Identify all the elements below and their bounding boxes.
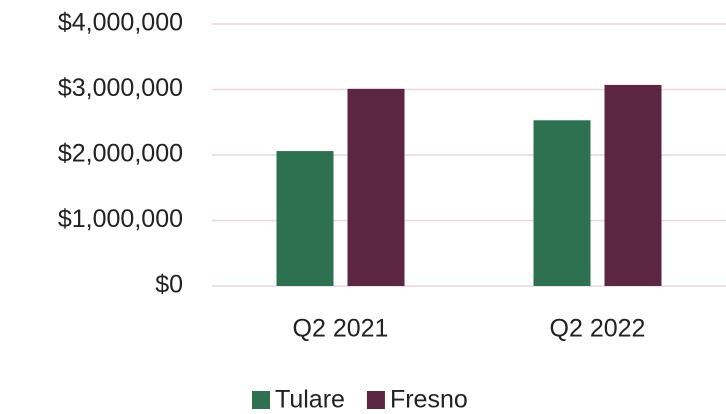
- legend-swatch: [366, 391, 385, 409]
- x-tick-label: Q2 2022: [550, 315, 646, 343]
- y-tick-label: $0: [155, 271, 183, 299]
- bar: [604, 84, 662, 286]
- y-tick-label: $1,000,000: [58, 205, 183, 233]
- x-tick-label: Q2 2021: [293, 315, 389, 343]
- bar: [347, 88, 405, 286]
- legend-label: Tulare: [275, 386, 345, 414]
- y-tick-label: $4,000,000: [58, 9, 183, 37]
- y-tick-label: $3,000,000: [58, 74, 183, 102]
- bar: [533, 120, 591, 286]
- legend-swatch: [252, 391, 270, 409]
- legend-label: Fresno: [390, 386, 468, 414]
- bar: [276, 151, 334, 286]
- y-tick-label: $2,000,000: [58, 140, 183, 168]
